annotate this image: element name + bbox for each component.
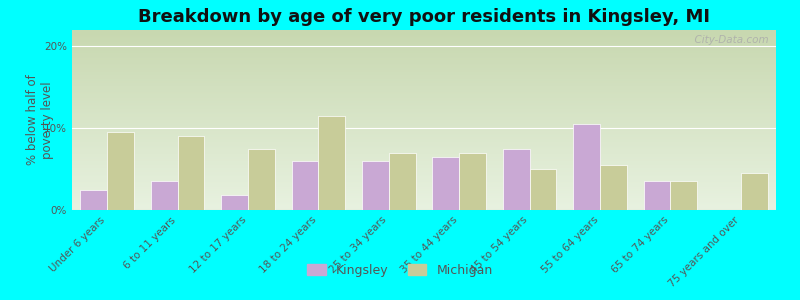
Text: City-Data.com: City-Data.com xyxy=(688,35,769,45)
Bar xyxy=(670,182,697,210)
Legend: Kingsley, Michigan: Kingsley, Michigan xyxy=(302,259,498,282)
Bar xyxy=(222,195,248,210)
Bar xyxy=(503,148,530,210)
Bar xyxy=(151,182,178,210)
Bar xyxy=(574,124,600,210)
Bar xyxy=(318,116,345,210)
Bar xyxy=(362,161,389,210)
Bar xyxy=(741,173,767,210)
Bar xyxy=(459,153,486,210)
Bar xyxy=(107,132,134,210)
Bar xyxy=(248,148,274,210)
Bar xyxy=(389,153,415,210)
Bar xyxy=(292,161,318,210)
Bar xyxy=(433,157,459,210)
Title: Breakdown by age of very poor residents in Kingsley, MI: Breakdown by age of very poor residents … xyxy=(138,8,710,26)
Bar xyxy=(644,182,670,210)
Bar xyxy=(530,169,556,210)
Bar xyxy=(600,165,626,210)
Bar xyxy=(178,136,204,210)
Y-axis label: % below half of
poverty level: % below half of poverty level xyxy=(26,75,54,165)
Bar xyxy=(81,190,107,210)
